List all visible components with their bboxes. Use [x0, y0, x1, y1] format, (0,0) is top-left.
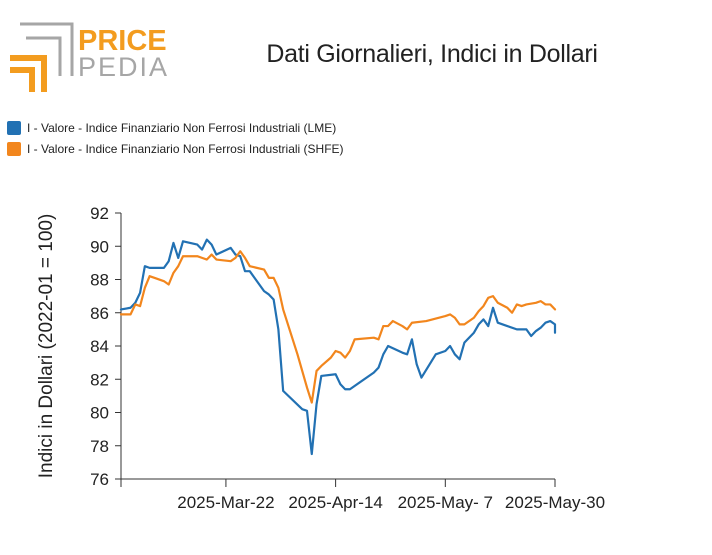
- legend-label-lme: I - Valore - Indice Finanziario Non Ferr…: [27, 121, 337, 135]
- legend: I - Valore - Indice Finanziario Non Ferr…: [7, 118, 344, 160]
- legend-swatch-shfe: [7, 142, 21, 156]
- logo-text-price: PRICE: [78, 25, 167, 57]
- pricepedia-logo: PRICE PEDIA: [10, 22, 169, 92]
- x-tick-label: 2025-Apr-14: [288, 493, 383, 512]
- logo-text-pedia: PEDIA: [78, 52, 169, 82]
- legend-label-shfe: I - Valore - Indice Finanziario Non Ferr…: [27, 142, 344, 156]
- y-tick-label: 82: [90, 370, 109, 389]
- y-tick-label: 92: [90, 204, 109, 223]
- x-tick-label: 2025-May- 7: [398, 493, 493, 512]
- series-line-lme: [119, 238, 557, 456]
- y-tick-label: 80: [90, 404, 109, 423]
- x-axis: 2025-Mar-22 2025-Apr-14 2025-May- 7 2025-Ma…: [120, 478, 605, 512]
- y-tick-label: 90: [90, 237, 109, 256]
- x-tick-label: 2025-Mar-22: [177, 493, 274, 512]
- legend-item-lme[interactable]: I - Valore - Indice Finanziario Non Ferr…: [7, 118, 344, 138]
- y-tick-label: 78: [90, 437, 109, 456]
- series-layer: [119, 238, 557, 456]
- logo-mark-icon: [10, 22, 74, 92]
- y-tick-label: 88: [90, 271, 109, 290]
- y-tick-label: 86: [90, 304, 109, 323]
- legend-swatch-lme: [7, 121, 21, 135]
- y-axis-label: Indici in Dollari (2022-01 = 100): [36, 214, 57, 479]
- y-tick-label: 76: [90, 470, 109, 489]
- x-tick-label: 2025-May-30: [505, 493, 605, 512]
- y-tick-label: 84: [90, 337, 109, 356]
- chart-title: Dati Giornalieri, Indici in Dollari: [266, 40, 598, 68]
- y-axis: 76 78 80 82 84 86 88 90 92: [90, 204, 122, 489]
- series-line-shfe: [119, 250, 557, 404]
- legend-item-shfe[interactable]: I - Valore - Indice Finanziario Non Ferr…: [7, 139, 344, 159]
